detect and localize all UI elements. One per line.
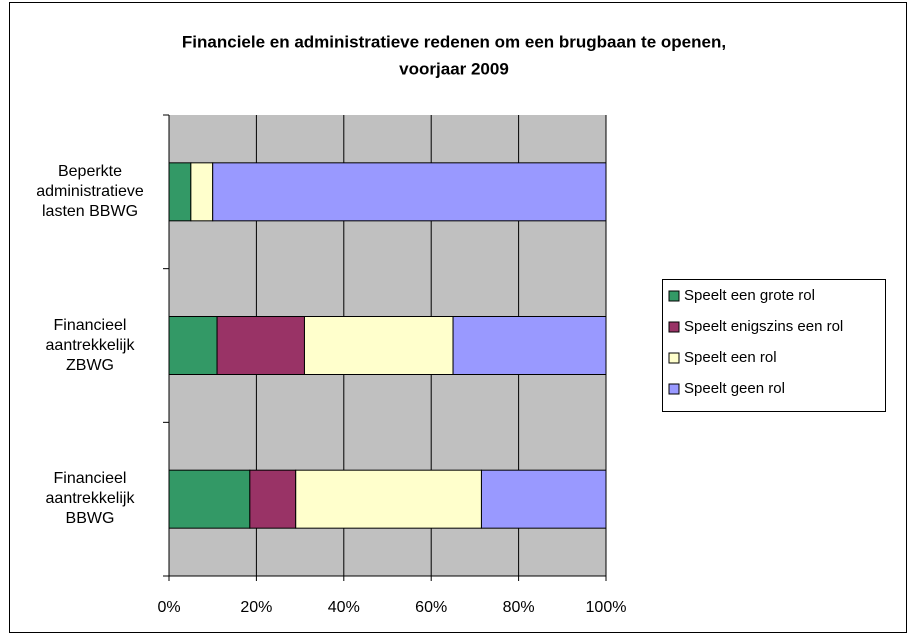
legend-swatch	[668, 290, 680, 302]
bar-segment	[303, 316, 454, 375]
bar-segment	[480, 469, 607, 529]
legend-label: Speelt een rol	[684, 349, 777, 366]
x-tick-label: 40%	[328, 599, 360, 616]
y-tick-label: Beperkte administratieve lasten BBWG	[36, 162, 144, 220]
legend-box	[662, 279, 886, 412]
x-tick-label: 0%	[157, 599, 180, 616]
legend-swatch	[668, 321, 680, 333]
x-tick-label: 60%	[415, 599, 447, 616]
legend-label: Speelt enigszins een rol	[684, 318, 843, 335]
x-tick-label: 20%	[240, 599, 272, 616]
bar-segment	[249, 469, 297, 529]
legend-swatch	[668, 383, 680, 395]
x-tick-label: 80%	[503, 599, 535, 616]
bar-segment	[295, 469, 482, 529]
x-tick-label: 100%	[586, 599, 627, 616]
bar-segment	[212, 162, 607, 222]
legend-label: Speelt een grote rol	[684, 287, 815, 304]
bar-segment	[216, 316, 305, 375]
legend-label: Speelt geen rol	[684, 380, 785, 397]
chart-title: voorjaar 2009	[399, 59, 509, 78]
chart-title: Financiele en administratieve redenen om…	[182, 32, 726, 51]
legend-swatch	[668, 352, 680, 364]
y-tick-label: Financieel aantrekkelijk BBWG	[45, 470, 135, 528]
bar-segment	[452, 316, 607, 375]
bar-segment	[168, 469, 251, 529]
y-tick-label: Financieel aantrekkelijk ZBWG	[45, 316, 135, 374]
bar-segment	[168, 316, 218, 375]
bar-segment	[168, 162, 192, 222]
bar-segment	[190, 162, 214, 222]
